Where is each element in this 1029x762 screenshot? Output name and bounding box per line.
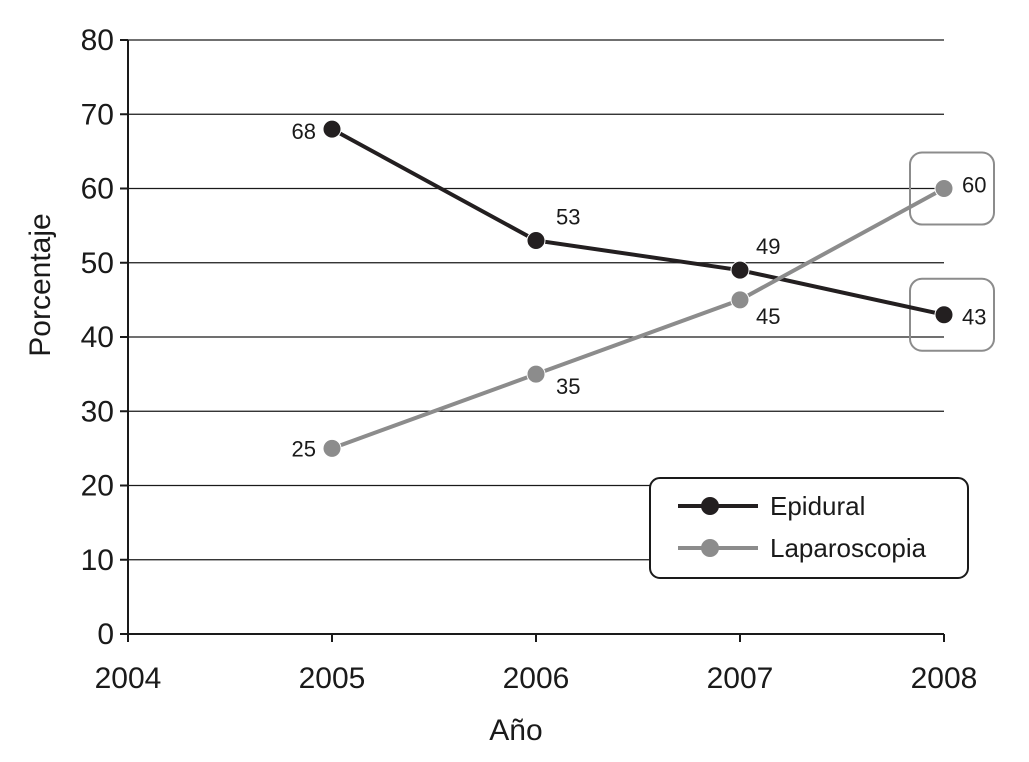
x-tick-label-2006: 2006: [503, 662, 570, 695]
data-label-epidural-2008: 43: [962, 305, 986, 330]
highlight-box-laparoscopia: [909, 151, 995, 226]
point-epidural-2006: [526, 230, 546, 250]
gridlines: [128, 39, 944, 561]
y-tick-label-60: 60: [81, 173, 114, 206]
data-label-epidural-2005: 68: [292, 119, 316, 144]
y-tick-label-10: 10: [81, 544, 114, 577]
y-tick-label-40: 40: [81, 321, 114, 354]
point-epidural-2008: [934, 305, 954, 325]
legend-label-epidural: Epidural: [770, 491, 865, 521]
point-epidural-2005: [322, 119, 342, 139]
legend-marker-epidural: [701, 497, 719, 515]
point-laparoscopia-2008: [934, 179, 954, 198]
legend: Epidural Laparoscopia: [649, 477, 969, 579]
y-tick-label-0: 0: [97, 618, 114, 651]
y-tick-label-70: 70: [81, 98, 114, 131]
point-epidural-2007: [730, 260, 750, 280]
y-tick-label-30: 30: [81, 395, 114, 428]
data-labels: 68 53 49 43 25 35 45 60: [292, 119, 987, 461]
data-label-laparoscopia-2008: 60: [962, 173, 986, 198]
point-laparoscopia-2007: [730, 290, 750, 310]
x-axis-title: Año: [489, 714, 542, 747]
data-label-epidural-2006: 53: [556, 204, 580, 229]
y-tick-label-20: 20: [81, 470, 114, 503]
x-tick-label-2008: 2008: [911, 662, 978, 695]
series: [322, 119, 954, 458]
y-tick-label-80: 80: [81, 24, 114, 57]
data-label-laparoscopia-2005: 25: [292, 436, 316, 461]
legend-marker-laparoscopia: [701, 539, 719, 557]
point-laparoscopia-2006: [526, 364, 546, 384]
axes: 0 10 20 30 40 50 60 70 80 2004 2005 2006 2007 2008: [81, 24, 978, 695]
legend-box: [649, 477, 969, 579]
data-label-epidural-2007: 49: [756, 234, 780, 259]
y-tick-label-50: 50: [81, 247, 114, 280]
x-tick-label-2005: 2005: [299, 662, 366, 695]
data-label-laparoscopia-2007: 45: [756, 304, 780, 329]
legend-label-laparoscopia: Laparoscopia: [770, 533, 927, 563]
highlight-boxes: [909, 151, 995, 352]
x-tick-label-2007: 2007: [707, 662, 774, 695]
series-line-epidural: [331, 127, 945, 317]
x-tick-label-2004: 2004: [95, 662, 162, 695]
series-line-laparoscopia: [331, 186, 945, 451]
highlight-box-epidural: [909, 277, 995, 352]
data-label-laparoscopia-2006: 35: [556, 374, 580, 399]
y-axis-title: Porcentaje: [24, 213, 57, 356]
point-laparoscopia-2005: [322, 438, 342, 458]
